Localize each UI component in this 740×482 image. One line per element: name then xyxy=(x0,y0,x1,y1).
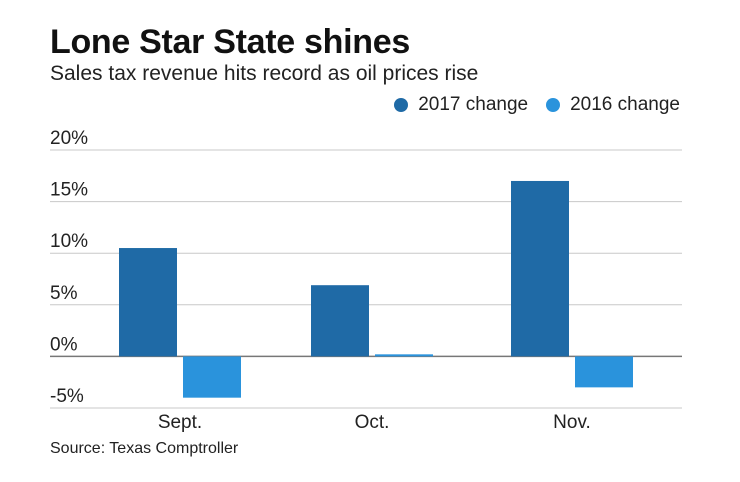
bar-2016-oct xyxy=(375,354,433,357)
bar-2017-nov xyxy=(511,180,569,357)
legend-swatch-2016 xyxy=(546,98,561,112)
x-category-label: Nov. xyxy=(553,412,591,433)
source-note: Source: Texas Comptroller xyxy=(50,440,239,457)
legend-label-2016: 2016 change xyxy=(570,94,680,115)
y-tick-label: 10% xyxy=(50,231,88,252)
bar-2017-sept xyxy=(119,248,177,357)
x-category-label: Oct. xyxy=(355,412,390,433)
x-category-label: Sept. xyxy=(158,412,202,433)
chart-subtitle: Sales tax revenue hits record as oil pri… xyxy=(50,62,479,85)
legend-label-2017: 2017 change xyxy=(418,94,529,115)
bar-2016-nov xyxy=(575,356,633,388)
legend-item-2016: 2016 change xyxy=(546,94,680,116)
bar-2016-sept xyxy=(183,356,241,398)
y-tick-label: 5% xyxy=(50,283,78,304)
y-tick-label: 15% xyxy=(50,180,88,201)
bar-2017-oct xyxy=(311,285,369,357)
legend: 2017 change 2016 change xyxy=(394,94,680,116)
y-tick-label: 0% xyxy=(50,334,78,355)
y-tick-label: -5% xyxy=(50,386,84,407)
legend-swatch-2017 xyxy=(394,98,409,112)
chart-title: Lone Star State shines xyxy=(50,23,410,61)
y-tick-label: 20% xyxy=(50,128,88,149)
legend-item-2017: 2017 change xyxy=(394,94,528,116)
